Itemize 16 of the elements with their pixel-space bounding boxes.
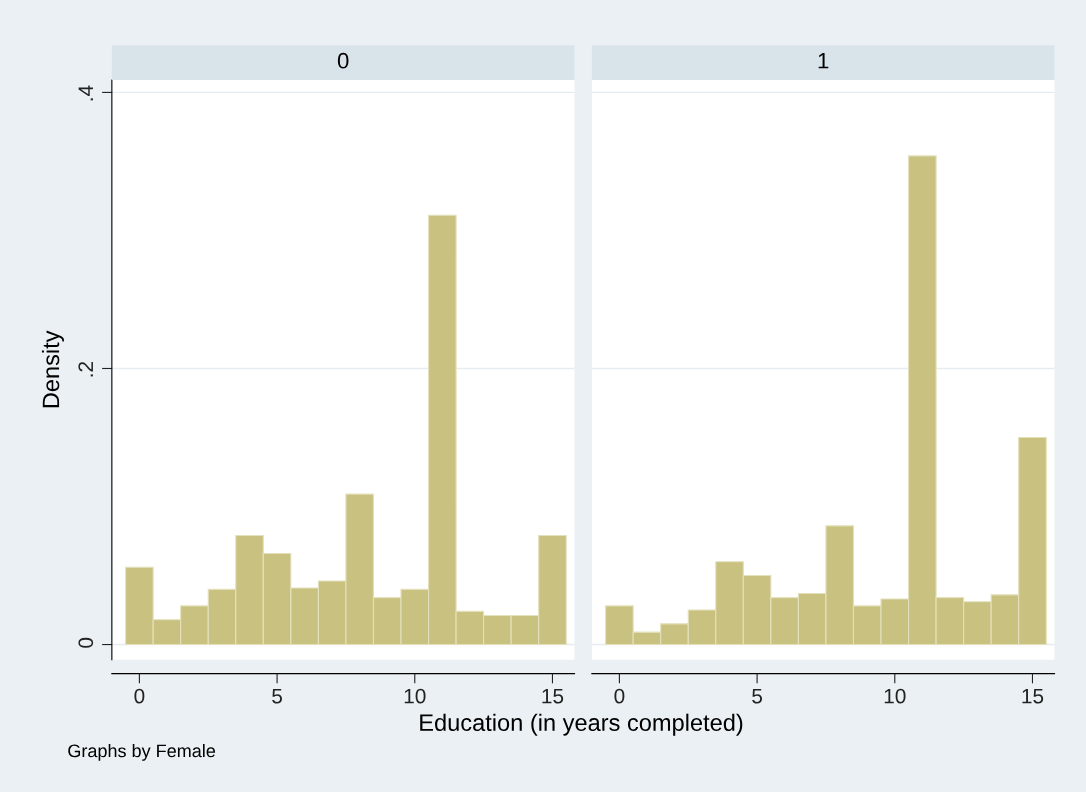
text: Graphs by Female	[68, 743, 216, 761]
x-tick-label: 15	[1022, 688, 1044, 704]
y-tick-label: 0	[78, 637, 94, 648]
x-tick-label: 5	[272, 688, 283, 704]
y-tick-label: .2	[78, 361, 93, 377]
x-tick-label: 0	[134, 688, 145, 704]
y-axis-title: Density	[41, 330, 64, 408]
x-tick-label: 5	[752, 688, 763, 704]
y-tick-label: .4	[78, 85, 93, 101]
x-tick-label: 10	[884, 688, 906, 704]
x-tick-label: 15	[542, 688, 564, 704]
x-tick-label: 0	[614, 688, 625, 704]
chart-title: 1	[818, 53, 829, 69]
chart-title: 0	[337, 52, 349, 69]
x-tick-label: 10	[404, 688, 426, 704]
x-axis-title: Education (in years completed)	[420, 713, 743, 736]
